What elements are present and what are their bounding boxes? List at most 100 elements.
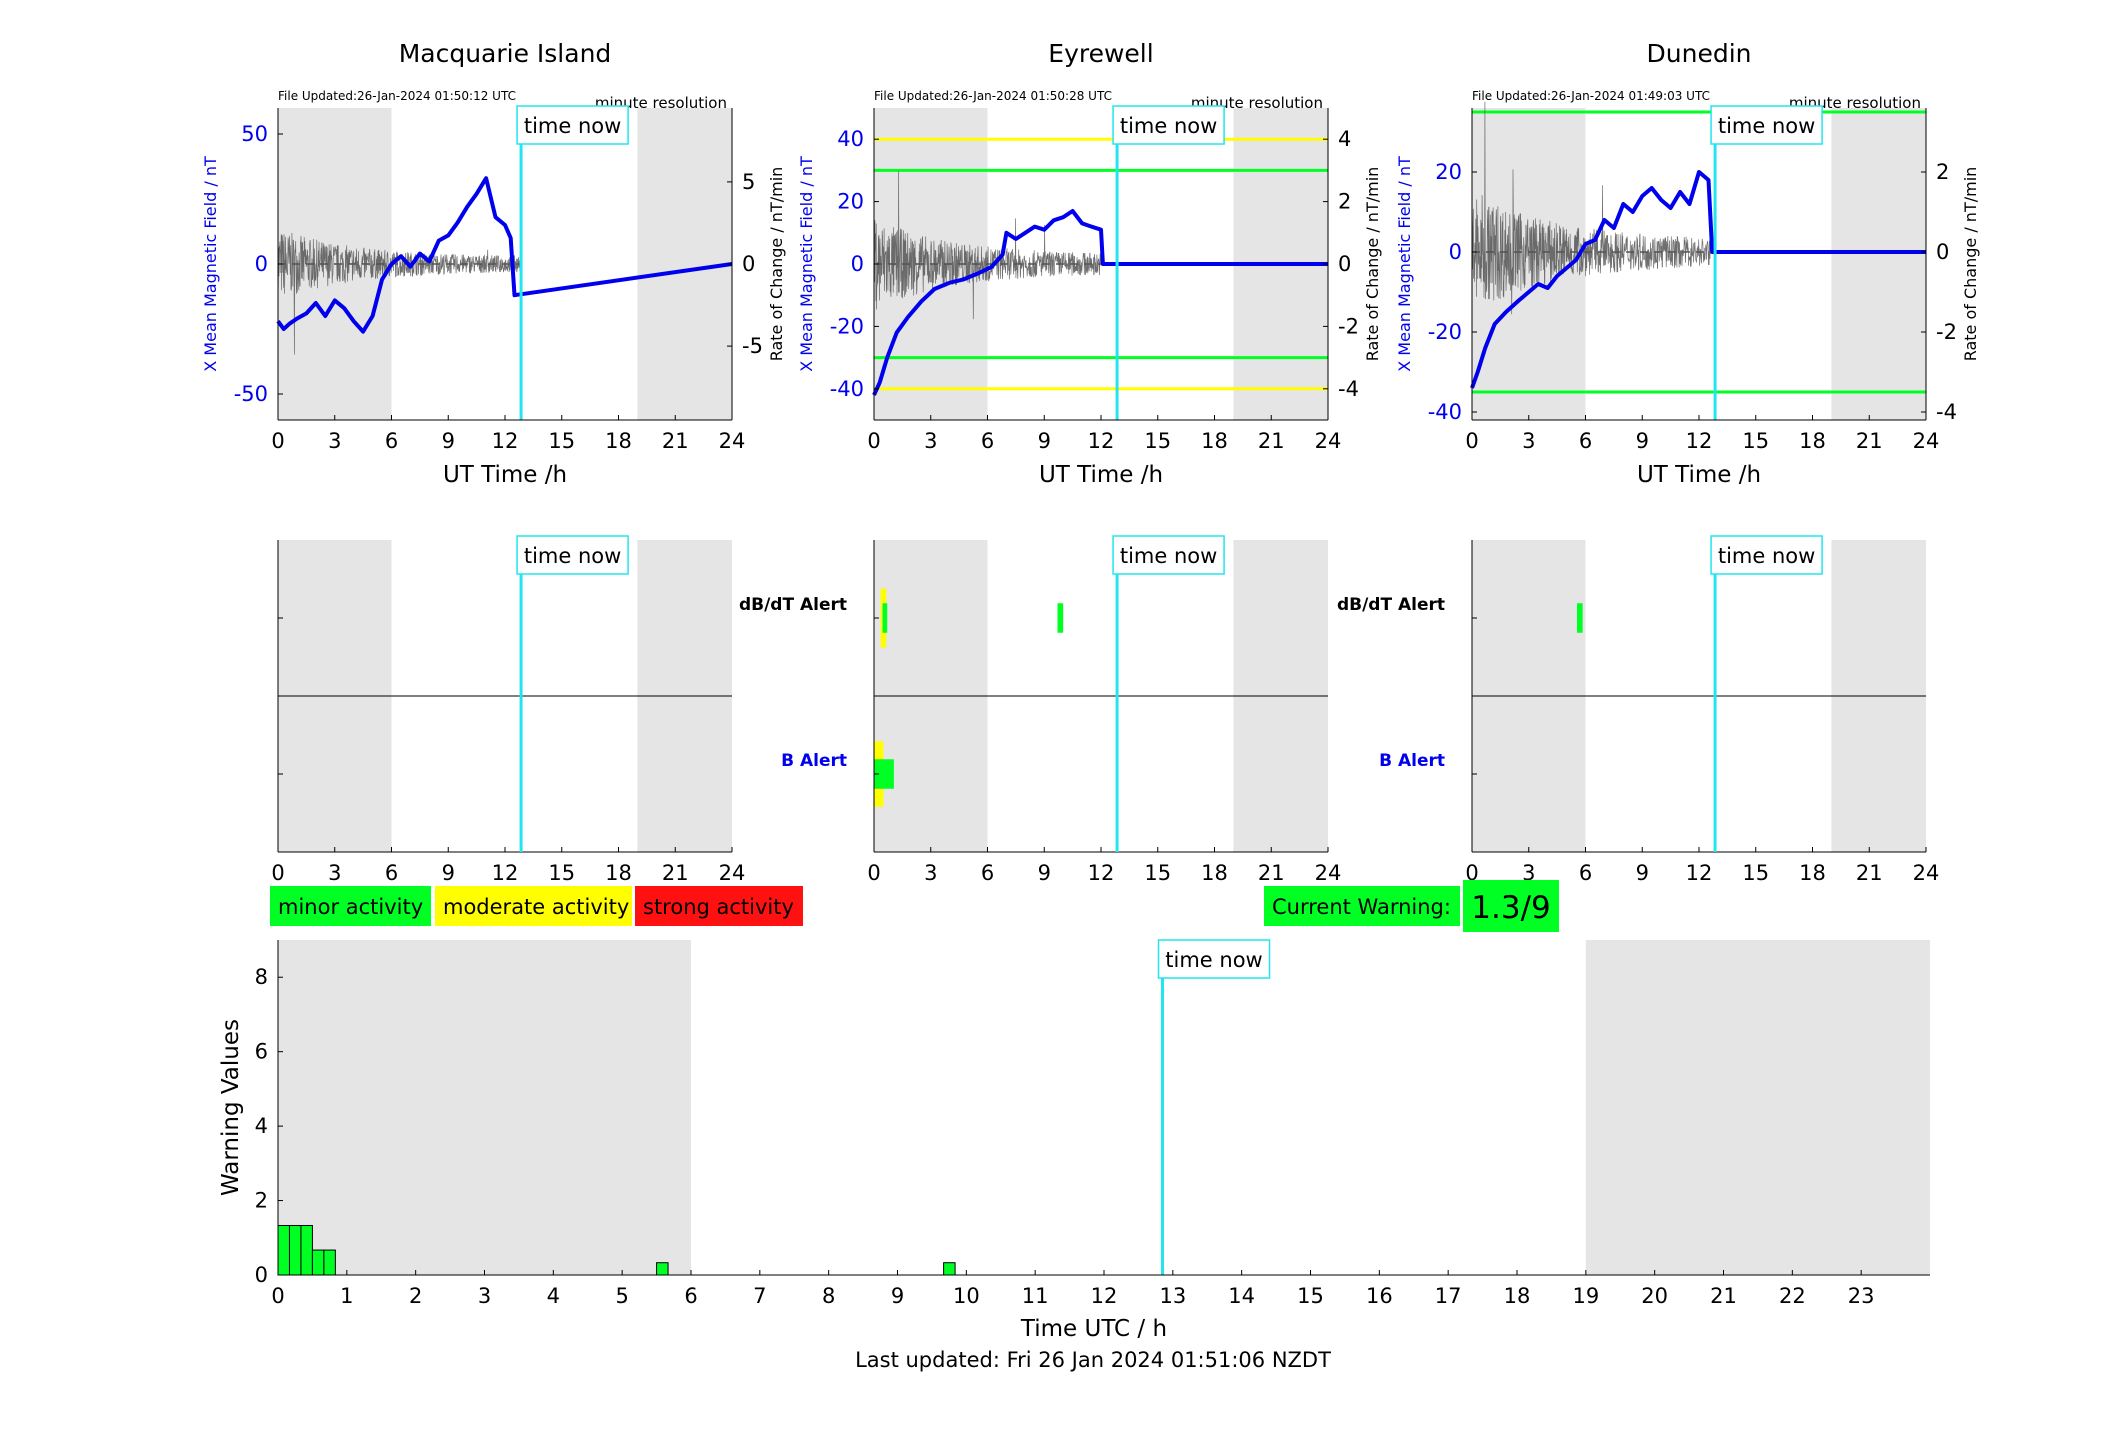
x-tick-label: 15 <box>1742 861 1769 885</box>
x-tick-label: 3 <box>478 1284 491 1308</box>
x-axis-label: UT Time /h <box>443 462 567 488</box>
warning-bar <box>300 1224 313 1276</box>
station-title: Eyrewell <box>1048 39 1153 68</box>
y2-tick-label: -2 <box>1936 320 1957 344</box>
alert-panel-2: time now 0 3 6 9 12 15 18 21 24 dB/dT Alert B Alert <box>739 535 1341 885</box>
x-axis-label: UT Time /h <box>1637 462 1761 488</box>
x-tick-label: 21 <box>662 429 689 453</box>
x-tick-label: 16 <box>1366 1284 1393 1308</box>
rate-of-change-line <box>873 171 1102 320</box>
x-tick-label: 0 <box>1465 861 1478 885</box>
time-now-box <box>1710 105 1823 145</box>
time-now-label: time now <box>1718 544 1815 568</box>
current-warning-value-box <box>1463 880 1559 932</box>
y-tick-label: 0 <box>851 252 864 276</box>
y2-tick-label: -4 <box>1338 377 1359 401</box>
y2-tick-label: 2 <box>1338 190 1351 214</box>
mean-field-line <box>276 176 733 334</box>
x-tick-label: 18 <box>1201 429 1228 453</box>
x-tick-label: 0 <box>867 861 880 885</box>
b-alert-label: B Alert <box>1379 751 1445 771</box>
x-tick-label: 0 <box>867 429 880 453</box>
x-tick-label: 3 <box>924 429 937 453</box>
station-title: Macquarie Island <box>399 39 612 68</box>
last-updated-text: Last updated: Fri 26 Jan 2024 01:51:06 N… <box>855 1348 1331 1372</box>
mean-field-line <box>1470 170 1926 389</box>
y-tick-label: -50 <box>234 382 268 406</box>
y-axis-label: X Mean Magnetic Field / nT <box>1395 156 1414 372</box>
x-tick-label: 1 <box>340 1284 353 1308</box>
x-tick-label: 12 <box>1091 1284 1118 1308</box>
warning-bar <box>277 1224 290 1276</box>
x-tick-label: 9 <box>1636 861 1649 885</box>
dbdt-alert-mark <box>882 603 888 633</box>
x-tick-label: 9 <box>1038 861 1051 885</box>
x-tick-label: 2 <box>409 1284 422 1308</box>
time-now-box <box>1112 105 1225 145</box>
time-now-box <box>1710 535 1823 575</box>
x-tick-label: 18 <box>1504 1284 1531 1308</box>
y2-axis-label: Rate of Change / nT/min <box>1363 167 1382 362</box>
x-tick-label: 12 <box>1088 429 1115 453</box>
y-tick-label: -40 <box>1428 400 1462 424</box>
x-tick-label: 9 <box>442 429 455 453</box>
x-tick-label: 18 <box>605 429 632 453</box>
x-tick-label: 24 <box>1315 429 1342 453</box>
y2-tick-label: -4 <box>1936 400 1957 424</box>
x-tick-label: 4 <box>547 1284 560 1308</box>
y-tick-label: 0 <box>255 1263 268 1287</box>
warning-bar <box>323 1249 336 1276</box>
night-shading <box>1831 108 1926 420</box>
dbdt-alert-mark <box>1576 603 1583 633</box>
file-updated-text: File Updated:26-Jan-2024 01:49:03 UTC <box>1472 89 1710 103</box>
x-tick-label: 22 <box>1779 1284 1806 1308</box>
y-axis-label: X Mean Magnetic Field / nT <box>201 156 220 372</box>
time-now-box <box>516 105 629 145</box>
y-tick-label: 6 <box>255 1040 268 1064</box>
y-axis-label: Warning Values <box>218 1019 244 1196</box>
x-tick-label: 21 <box>1258 861 1285 885</box>
time-now-label: time now <box>1120 544 1217 568</box>
x-tick-label: 20 <box>1641 1284 1668 1308</box>
x-tick-label: 24 <box>1913 429 1940 453</box>
x-tick-label: 6 <box>1579 429 1592 453</box>
time-now-label: time now <box>1120 114 1217 138</box>
b-alert-label: B Alert <box>781 751 847 771</box>
x-tick-label: 18 <box>1799 429 1826 453</box>
alert-panel-3: time now 0 3 6 9 12 15 18 21 24 dB/dT Alert B Alert <box>1337 535 1940 885</box>
file-updated-text: File Updated:26-Jan-2024 01:50:12 UTC <box>278 89 516 103</box>
x-tick-label: 18 <box>605 861 632 885</box>
x-tick-label: 9 <box>891 1284 904 1308</box>
x-tick-label: 8 <box>822 1284 835 1308</box>
y-tick-label: 40 <box>837 127 864 151</box>
time-now-box <box>1157 939 1271 979</box>
y-tick-label: -20 <box>830 314 864 338</box>
x-tick-label: 15 <box>1742 429 1769 453</box>
mean-field-line <box>872 209 1328 396</box>
x-tick-label: 17 <box>1435 1284 1462 1308</box>
x-tick-label: 13 <box>1159 1284 1186 1308</box>
x-tick-label: 15 <box>548 429 575 453</box>
magnetometer-panels: Macquarie Island File Updated:26-Jan-2024… <box>201 39 1980 488</box>
legend-strong-label: strong activity <box>643 895 794 919</box>
legend-strong-swatch <box>635 886 803 926</box>
y-tick-label: 20 <box>1435 160 1462 184</box>
x-tick-label: 24 <box>1913 861 1940 885</box>
legend-minor-swatch <box>270 886 431 926</box>
current-warning-label-box <box>1264 886 1460 926</box>
dbdt-alert-mark <box>1057 603 1064 633</box>
x-tick-label: 15 <box>548 861 575 885</box>
dbdt-alert-label: dB/dT Alert <box>1337 595 1445 615</box>
y-tick-label: 0 <box>255 252 268 276</box>
legend-minor-label: minor activity <box>278 895 423 919</box>
x-tick-label: 18 <box>1799 861 1826 885</box>
night-shading <box>637 108 732 420</box>
x-tick-label: 19 <box>1572 1284 1599 1308</box>
x-tick-label: 0 <box>271 861 284 885</box>
x-tick-label: 6 <box>385 861 398 885</box>
x-tick-label: 6 <box>981 429 994 453</box>
y2-tick-label: 0 <box>742 252 755 276</box>
warning-bar <box>943 1262 956 1276</box>
x-tick-label: 6 <box>385 429 398 453</box>
current-warning-value: 1.3/9 <box>1471 890 1550 926</box>
